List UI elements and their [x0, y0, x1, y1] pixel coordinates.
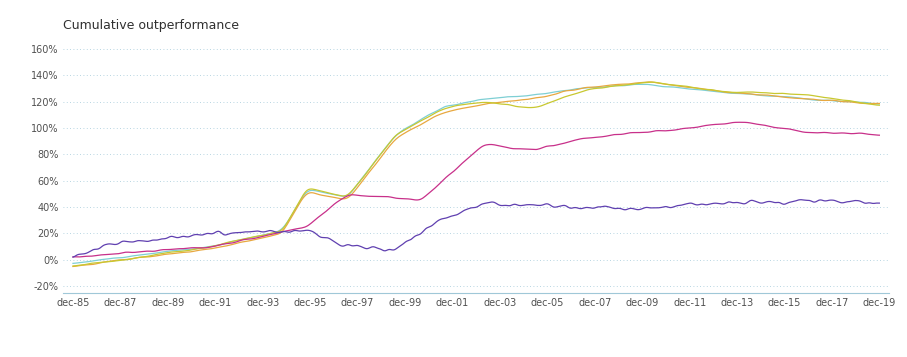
- Line: $10: $10: [73, 82, 880, 266]
- $100: [67, 264, 78, 268]
- $100: [606, 84, 617, 89]
- $10: [644, 80, 655, 84]
- $100: [275, 228, 286, 233]
- $0: [606, 84, 617, 88]
- $100: [210, 243, 221, 248]
- $10.000: [795, 197, 806, 202]
- $100: [874, 103, 885, 107]
- $0: [639, 82, 649, 86]
- $1.000: [544, 144, 555, 148]
- $1.000: [874, 133, 885, 137]
- $0: [210, 243, 221, 248]
- $0: [874, 102, 885, 106]
- $10: [275, 231, 286, 235]
- Line: $10.000: $10.000: [73, 200, 880, 257]
- Text: Cumulative outperformance: Cumulative outperformance: [63, 19, 239, 32]
- $10: [606, 83, 617, 87]
- $10.000: [433, 219, 444, 223]
- Line: $1.000: $1.000: [73, 122, 880, 257]
- $1.000: [211, 243, 222, 248]
- Line: $0: $0: [73, 84, 880, 263]
- $0: [275, 228, 286, 232]
- $1.000: [277, 230, 288, 234]
- $10: [676, 84, 687, 89]
- $10: [542, 94, 553, 98]
- $1.000: [608, 132, 619, 137]
- $10.000: [67, 255, 78, 259]
- $1.000: [734, 120, 745, 125]
- $10.000: [874, 201, 885, 205]
- $0: [433, 108, 444, 112]
- $10: [433, 113, 444, 117]
- $10.000: [210, 230, 221, 234]
- $10.000: [675, 203, 686, 207]
- $0: [67, 261, 78, 266]
- $0: [542, 91, 553, 95]
- $10: [210, 246, 221, 250]
- $1.000: [676, 127, 687, 131]
- $0: [676, 86, 687, 90]
- $10.000: [542, 202, 553, 206]
- $10.000: [275, 230, 286, 234]
- $1.000: [73, 255, 83, 259]
- $10: [874, 101, 885, 106]
- $1.000: [434, 182, 444, 186]
- $10: [67, 264, 78, 268]
- $100: [676, 84, 687, 88]
- Line: $100: $100: [73, 82, 880, 266]
- $1.000: [67, 255, 78, 259]
- $100: [647, 80, 658, 84]
- $100: [433, 110, 444, 114]
- $100: [542, 101, 553, 105]
- $10.000: [606, 206, 617, 210]
